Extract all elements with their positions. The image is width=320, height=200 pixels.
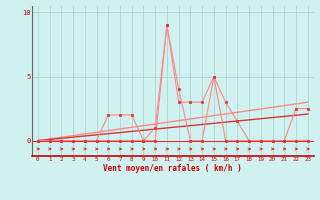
X-axis label: Vent moyen/en rafales ( km/h ): Vent moyen/en rafales ( km/h ) [103,164,242,173]
